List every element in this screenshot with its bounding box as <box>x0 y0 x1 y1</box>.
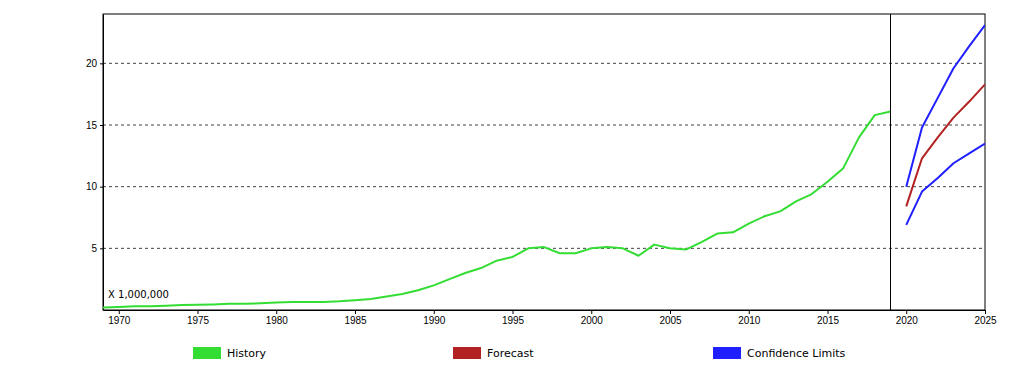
x-tick-label: 1970 <box>108 315 131 326</box>
x-tick: 1995 <box>502 310 525 326</box>
x-tick: 2010 <box>738 310 761 326</box>
x-axis: 1970 1975 1980 1985 1990 1995 2000 2005 2010 2015… <box>104 310 998 326</box>
x-tick-mark <box>670 310 671 314</box>
x-tick-label: 1980 <box>266 315 289 326</box>
history-divider <box>890 14 891 310</box>
x-tick-mark <box>355 310 356 314</box>
legend-label: Forecast <box>487 347 534 360</box>
legend-swatch <box>713 347 741 359</box>
x-tick-mark <box>591 310 592 314</box>
y-tick-label: 5 <box>91 243 97 254</box>
x-tick: 2020 <box>896 310 919 326</box>
y-tick: 20 <box>86 58 103 69</box>
legend: History Forecast Confidence Limits <box>193 347 846 360</box>
legend-swatch <box>193 347 221 359</box>
x-tick-mark <box>513 310 514 314</box>
x-tick-label: 1990 <box>423 315 446 326</box>
y-tick: 10 <box>86 181 103 192</box>
y-tick-label: 10 <box>86 181 98 192</box>
y-axis-line <box>103 15 104 311</box>
series-line <box>103 111 891 307</box>
grid-line <box>103 186 985 187</box>
x-tick: 2015 <box>817 310 840 326</box>
legend-label: History <box>227 347 267 360</box>
x-tick-mark <box>276 310 277 314</box>
y-tick-mark <box>100 125 103 126</box>
x-tick-label: 2025 <box>974 315 997 326</box>
y-tick-label: 20 <box>86 58 98 69</box>
series-line <box>906 25 985 187</box>
series-line <box>906 144 985 225</box>
x-tick: 1980 <box>266 310 289 326</box>
y-tick: 5 <box>91 243 103 254</box>
x-tick-label: 2020 <box>896 315 919 326</box>
x-tick: 1990 <box>423 310 446 326</box>
legend-label: Confidence Limits <box>747 347 846 360</box>
x-tick-label: 2015 <box>817 315 840 326</box>
x-tick-mark <box>119 310 120 314</box>
y-tick-label: 15 <box>86 120 98 131</box>
x-tick: 1985 <box>344 310 367 326</box>
x-tick-mark <box>906 310 907 314</box>
annotation: X 1,000,000 <box>108 289 169 300</box>
y-tick-mark <box>100 63 103 64</box>
y-axis: 5 10 15 20 <box>86 15 104 311</box>
x-tick: 1975 <box>187 310 210 326</box>
chart: 1970197519801985199019952000200520102015… <box>0 0 1024 370</box>
grid-line <box>103 125 985 126</box>
x-tick: 2025 <box>974 310 997 326</box>
x-tick-label: 2000 <box>581 315 604 326</box>
x-tick-mark <box>434 310 435 314</box>
x-tick-mark <box>828 310 829 314</box>
y-tick: 15 <box>86 120 103 131</box>
grid-line <box>103 63 985 64</box>
x-tick-label: 1985 <box>344 315 367 326</box>
legend-swatch <box>453 347 481 359</box>
grid <box>103 63 985 248</box>
x-axis-line <box>104 310 986 311</box>
x-tick-label: 2005 <box>659 315 682 326</box>
x-tick: 1970 <box>108 310 131 326</box>
x-tick-mark <box>985 310 986 314</box>
y-tick-mark <box>100 187 103 188</box>
y-tick-mark <box>100 248 103 249</box>
x-tick: 2000 <box>581 310 604 326</box>
x-tick-mark <box>198 310 199 314</box>
x-tick: 2005 <box>659 310 682 326</box>
x-tick-label: 1995 <box>502 315 525 326</box>
plot-frame <box>103 14 985 310</box>
plot-area <box>103 25 985 307</box>
x-tick-label: 2010 <box>738 315 761 326</box>
x-tick-mark <box>749 310 750 314</box>
x-tick-label: 1975 <box>187 315 210 326</box>
